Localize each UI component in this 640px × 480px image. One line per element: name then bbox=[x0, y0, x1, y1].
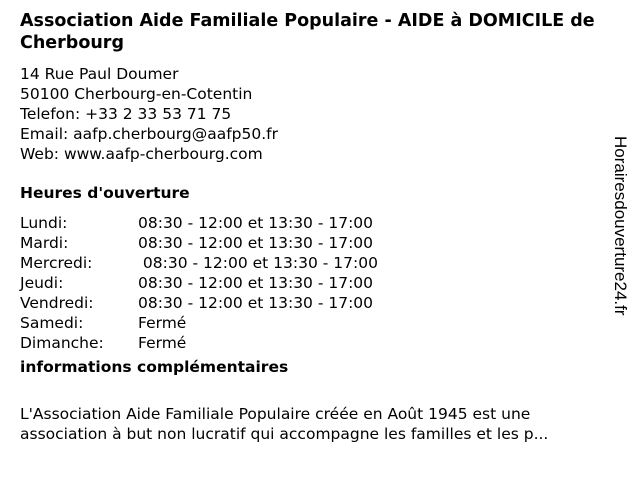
hours-value: 08:30 - 12:00 et 13:30 - 17:00 bbox=[138, 254, 378, 272]
day-label: Jeudi: bbox=[20, 274, 64, 292]
hours-value: 08:30 - 12:00 et 13:30 - 17:00 bbox=[138, 274, 374, 292]
city: 50100 Cherbourg-en-Cotentin bbox=[20, 85, 253, 103]
page-title: Association Aide Familiale Populaire - A… bbox=[20, 11, 595, 53]
phone: Telefon: +33 2 33 53 71 75 bbox=[20, 105, 232, 123]
street-address: 14 Rue Paul Doumer bbox=[20, 65, 179, 83]
hours-row: Vendredi: 08:30 - 12:00 et 13:30 - 17:00 bbox=[20, 293, 378, 313]
hours-value: 08:30 - 12:00 et 13:30 - 17:00 bbox=[138, 294, 374, 312]
day-label: Lundi: bbox=[20, 214, 68, 232]
hours-heading: Heures d'ouverture bbox=[20, 184, 190, 202]
hours-row: Mercredi: 08:30 - 12:00 et 13:30 - 17:00 bbox=[20, 253, 378, 273]
hours-row: Lundi: 08:30 - 12:00 et 13:30 - 17:00 bbox=[20, 213, 378, 233]
hours-value: 08:30 - 12:00 et 13:30 - 17:00 bbox=[138, 234, 374, 252]
hours-row: Samedi: Fermé bbox=[20, 313, 378, 333]
day-label: Dimanche: bbox=[20, 334, 104, 352]
info-heading: informations complémentaires bbox=[20, 358, 289, 376]
hours-table: Lundi: 08:30 - 12:00 et 13:30 - 17:00 Mar… bbox=[20, 213, 378, 353]
info-paragraph: L'Association Aide Familiale Populaire c… bbox=[20, 404, 600, 444]
hours-row: Jeudi: 08:30 - 12:00 et 13:30 - 17:00 bbox=[20, 273, 378, 293]
day-label: Mercredi: bbox=[20, 254, 93, 272]
hours-value: Fermé bbox=[138, 334, 187, 352]
info-line: association à but non lucratif qui accom… bbox=[20, 425, 549, 443]
day-label: Samedi: bbox=[20, 314, 84, 332]
watermark: Horairesdouverture24.fr bbox=[611, 136, 630, 316]
day-label: Mardi: bbox=[20, 234, 69, 252]
hours-value: Fermé bbox=[138, 314, 187, 332]
contact-block: 14 Rue Paul Doumer 50100 Cherbourg-en-Co… bbox=[20, 64, 278, 164]
day-label: Vendredi: bbox=[20, 294, 94, 312]
hours-row: Dimanche: Fermé bbox=[20, 333, 378, 353]
website: Web: www.aafp-cherbourg.com bbox=[20, 145, 263, 163]
hours-value: 08:30 - 12:00 et 13:30 - 17:00 bbox=[138, 214, 374, 232]
info-line: L'Association Aide Familiale Populaire c… bbox=[20, 405, 531, 423]
hours-row: Mardi: 08:30 - 12:00 et 13:30 - 17:00 bbox=[20, 233, 378, 253]
email: Email: aafp.cherbourg@aafp50.fr bbox=[20, 125, 278, 143]
